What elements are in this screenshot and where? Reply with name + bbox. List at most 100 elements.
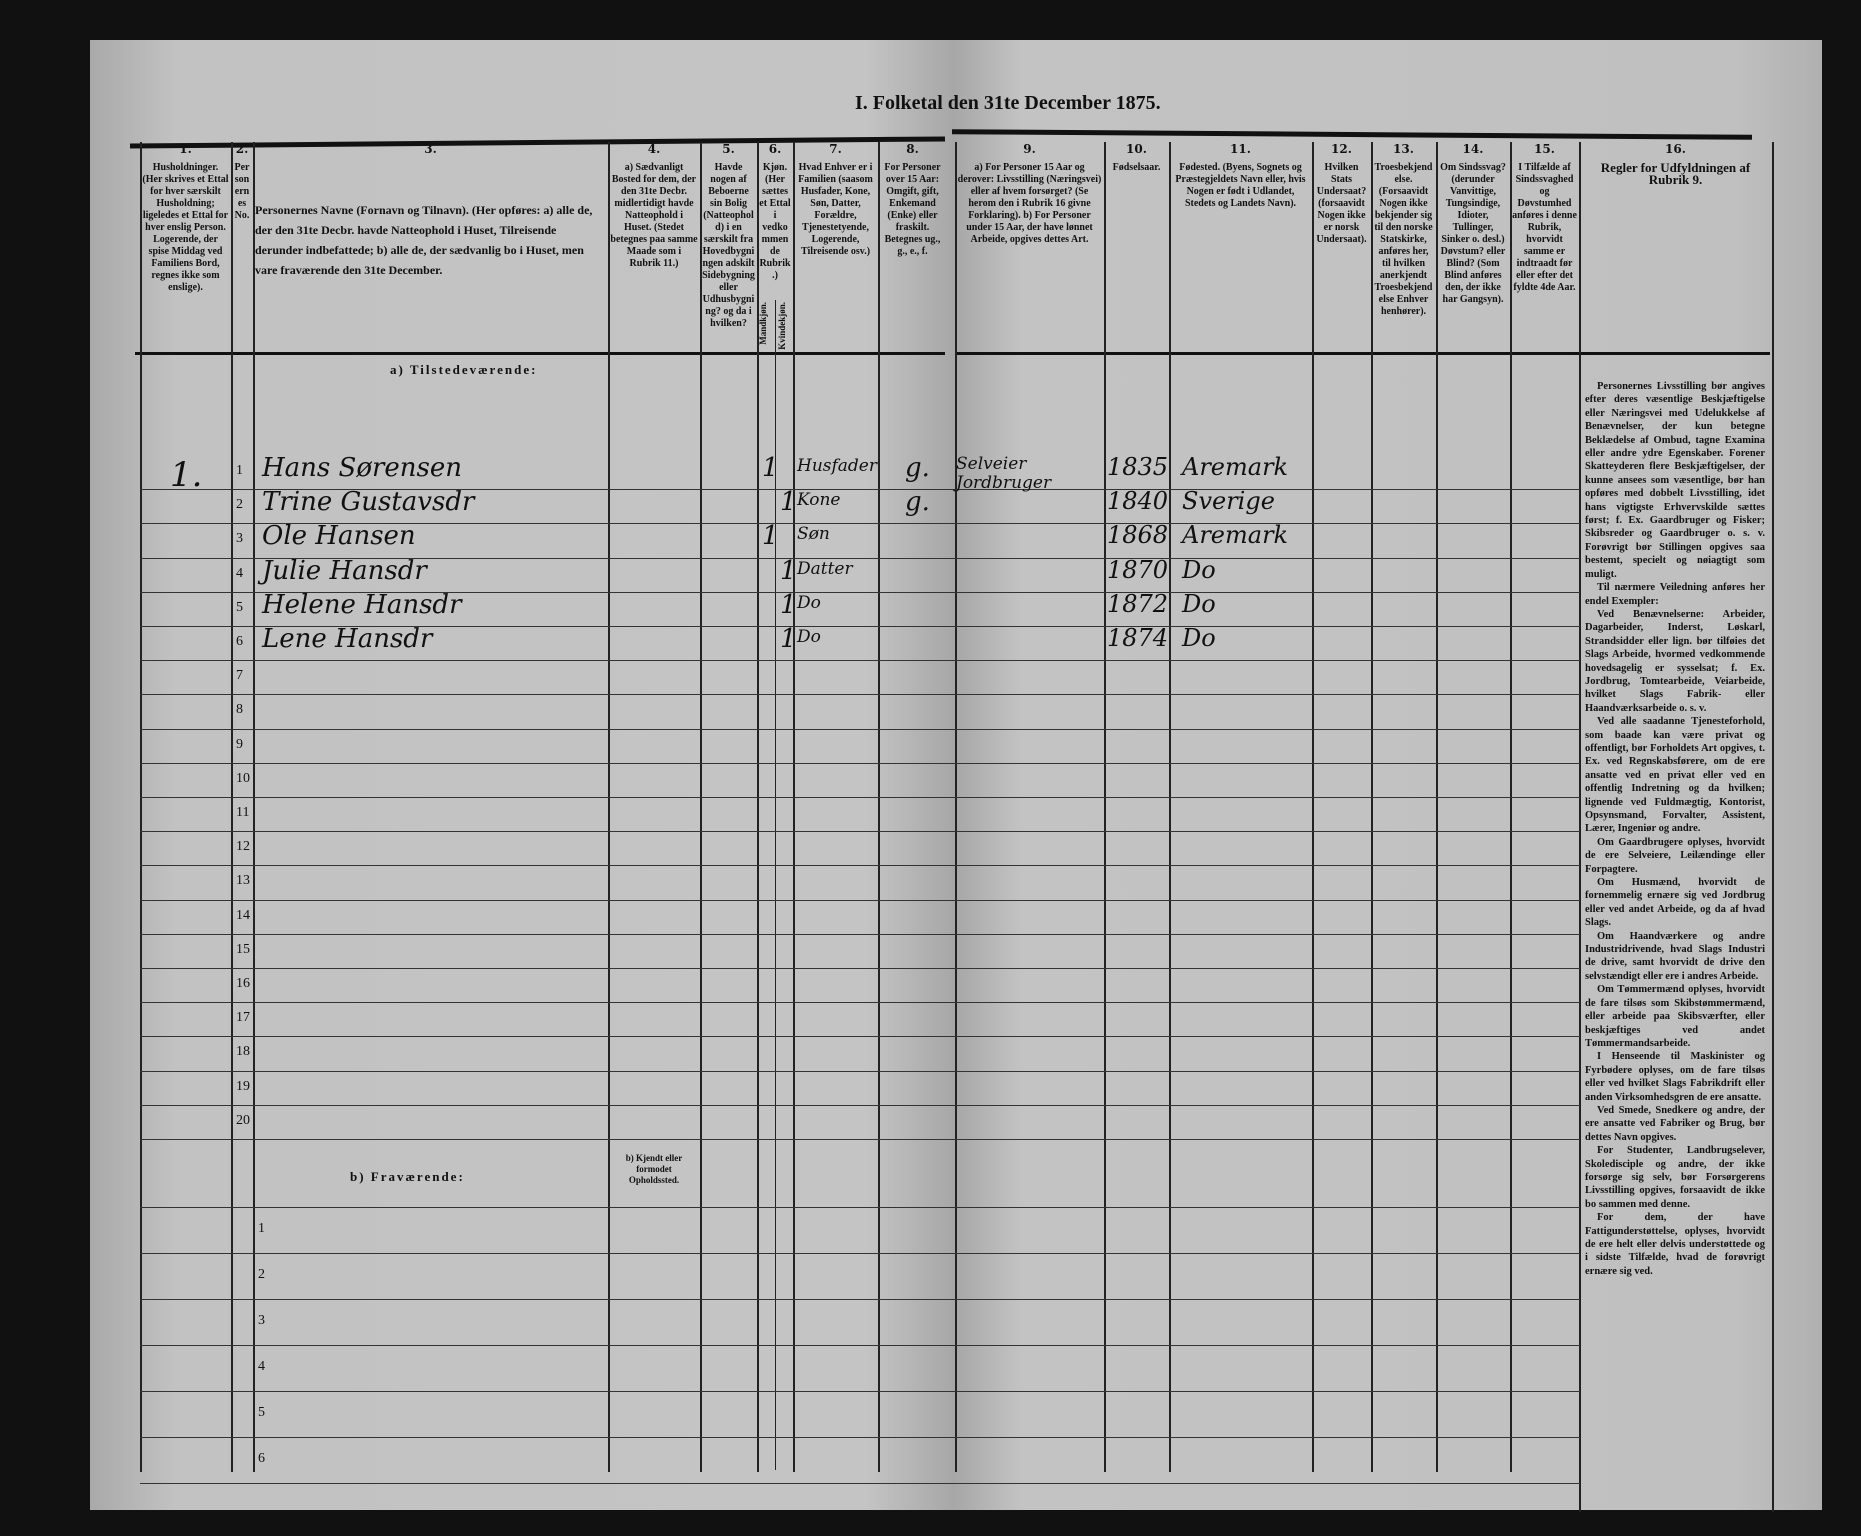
column-divider <box>1772 142 1774 1512</box>
absent-row-number: 2 <box>258 1267 265 1282</box>
sex-subdivider <box>775 300 776 1470</box>
sex-male-mark: 1 <box>762 453 779 483</box>
row-line <box>140 694 1580 696</box>
row-line <box>140 831 1580 833</box>
row-line <box>140 557 1580 559</box>
row-number: 14 <box>236 907 250 923</box>
column-number: 2. <box>235 142 249 156</box>
column-number: 1. <box>179 142 192 156</box>
row-number: 8 <box>236 702 243 718</box>
row-line <box>140 728 1580 730</box>
column-number: 10. <box>1126 142 1147 156</box>
family-role: Do <box>797 627 821 647</box>
column-number: 16. <box>1665 142 1686 156</box>
rules-rubrik-9: Personernes Livsstilling bør angives eft… <box>1585 380 1765 1278</box>
sex-female-mark: 1 <box>780 487 797 518</box>
row-line <box>140 1483 1580 1484</box>
family-role: Kone <box>797 490 841 511</box>
row-number: 12 <box>236 839 250 855</box>
row-number: 10 <box>236 770 250 786</box>
sex-female-mark: 1 <box>780 555 797 586</box>
row-line <box>140 1437 1580 1438</box>
column-header: a) Sædvanligt Bosted for dem, der den 31… <box>610 162 698 269</box>
birthplace: Do <box>1182 589 1216 618</box>
row-number: 19 <box>236 1078 250 1094</box>
column-number: 8. <box>906 142 919 156</box>
person-name: Lene Hansdr <box>262 624 433 654</box>
absent-row-number: 1 <box>258 1221 265 1236</box>
sex-female-mark: 1 <box>780 624 797 654</box>
rules-paragraph: I Henseende til Maskinister og Fyrbødere… <box>1585 1051 1765 1103</box>
row-line <box>140 660 1580 662</box>
column-divider <box>1371 142 1373 1472</box>
column-divider <box>955 142 957 1472</box>
row-line <box>140 968 1580 969</box>
row-line <box>140 1139 1580 1140</box>
male-subheader: Mandkjøn. <box>758 302 768 345</box>
section-present-label: a) Tilstedeværende: <box>390 362 538 377</box>
birthplace: Do <box>1182 624 1216 652</box>
column-number: 6. <box>768 142 782 156</box>
column-number: 4. <box>647 142 661 156</box>
birth-year: 1874 <box>1107 624 1169 652</box>
rules-paragraph: For dem, der have Fattigunderstøttelse, … <box>1585 1212 1765 1277</box>
column-header: Personernes No. <box>234 162 250 221</box>
row-number: 17 <box>236 1010 250 1026</box>
column-header: Regler for Udfyldningen af Rubrik 9. <box>1600 160 1751 187</box>
row-line <box>140 865 1580 867</box>
column-divider <box>253 142 255 1472</box>
column-header: Personernes Navne (Fornavn og Tilnavn). … <box>255 203 593 277</box>
row-line <box>140 523 1580 525</box>
rules-paragraph: Ved Smede, Snedkere og andre, der ere an… <box>1585 1104 1765 1143</box>
row-line <box>140 1253 1580 1254</box>
row-line <box>140 626 1580 627</box>
household-number: 1. <box>170 455 203 495</box>
birthplace: Do <box>1182 555 1216 584</box>
column-divider <box>140 142 142 1472</box>
birth-year: 1870 <box>1107 555 1169 584</box>
form-title: I. Folketal den 31te December 1875. <box>855 92 1161 114</box>
row-number: 18 <box>236 1044 250 1060</box>
person-name: Hans Sørensen <box>262 453 463 483</box>
row-line <box>140 1002 1580 1004</box>
header-rule-left <box>135 352 945 355</box>
column-header: Fødested. (Byens, Sognets og Præstegjeld… <box>1175 162 1306 209</box>
column-divider <box>793 142 795 1472</box>
column-header: Hvad Enhver er i Familien (saasom Husfad… <box>798 162 873 257</box>
row-number: 9 <box>236 736 243 752</box>
column-divider <box>1169 142 1171 1472</box>
column-divider <box>1579 142 1581 1512</box>
person-name: Helene Hansdr <box>262 589 462 620</box>
family-role: Do <box>797 592 821 613</box>
column-header: Husholdninger. (Her skrives et Ettal for… <box>142 162 229 293</box>
row-number: 16 <box>236 976 250 991</box>
rules-paragraph: Om Husmænd, hvorvidt de fornemmelig ernæ… <box>1585 877 1765 929</box>
column-header: For Personer over 15 Aar: Omgift, gift, … <box>884 162 941 257</box>
row-line <box>140 933 1580 935</box>
occupation: Selveier Jordbruger <box>956 454 1052 493</box>
column-divider <box>1510 142 1512 1472</box>
column-number: 11. <box>1230 142 1251 156</box>
column-number: 13. <box>1393 142 1414 156</box>
column-divider <box>1436 142 1438 1472</box>
rules-paragraph: Om Gaardbrugere oplyses, hvorvidt de ere… <box>1585 836 1765 875</box>
absent-row-number: 5 <box>258 1405 265 1420</box>
birthplace: Aremark <box>1182 453 1289 481</box>
row-number: 7 <box>236 668 243 684</box>
row-number: 3 <box>236 531 243 547</box>
row-line <box>140 1345 1580 1346</box>
column-number: 5. <box>722 142 735 156</box>
column-header: Havde nogen af Beboerne sin Bolig (Natte… <box>702 162 755 329</box>
column-header: Fødselsaar. <box>1112 162 1161 173</box>
rules-paragraph: Personernes Livsstilling bør angives eft… <box>1585 381 1765 580</box>
column-number: 12. <box>1331 142 1352 156</box>
row-number: 4 <box>236 565 243 581</box>
row-line <box>140 762 1580 764</box>
row-line <box>140 1036 1580 1038</box>
column-number: 3. <box>424 142 437 156</box>
marital-status: g. <box>905 453 930 483</box>
column-header: Om Sindssvag? (derunder Vanvittige, Tung… <box>1440 162 1506 305</box>
row-line <box>140 1207 1580 1208</box>
row-line <box>140 1070 1580 1072</box>
